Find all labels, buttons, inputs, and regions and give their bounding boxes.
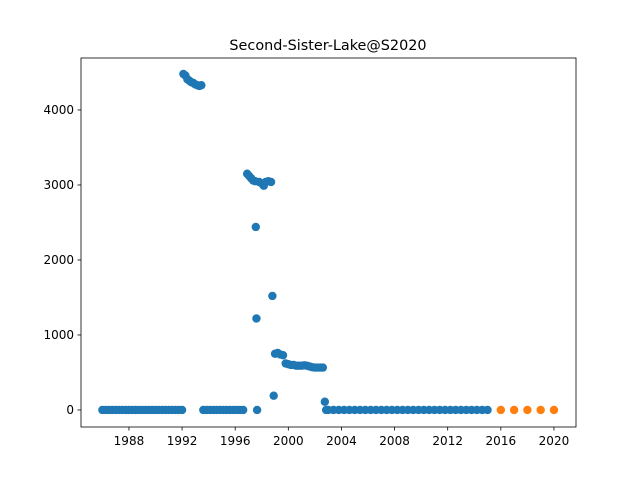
x-tick-label: 1988 bbox=[114, 434, 145, 448]
y-tick-label: 0 bbox=[66, 403, 74, 417]
point bbox=[483, 405, 492, 415]
x-tick-label: 2012 bbox=[432, 434, 463, 448]
point bbox=[536, 405, 545, 415]
point bbox=[549, 405, 559, 415]
y-tick-label: 2000 bbox=[43, 253, 74, 267]
point bbox=[238, 405, 248, 415]
x-tick-label: 2016 bbox=[486, 434, 517, 448]
chart-title: Second-Sister-Lake@S2020 bbox=[229, 38, 426, 54]
point bbox=[251, 222, 260, 232]
point bbox=[177, 405, 187, 415]
point bbox=[278, 351, 288, 360]
point bbox=[496, 405, 506, 415]
point bbox=[269, 391, 278, 400]
point bbox=[268, 291, 277, 301]
plot-frame bbox=[80, 57, 577, 428]
point bbox=[318, 363, 328, 372]
point bbox=[266, 177, 276, 187]
x-tick-label: 1996 bbox=[220, 434, 251, 448]
x-tick-label: 2020 bbox=[539, 434, 570, 448]
point bbox=[320, 397, 330, 406]
x-tick-label: 2008 bbox=[379, 434, 410, 448]
y-tick-label: 3000 bbox=[43, 178, 74, 192]
x-tick-label: 2004 bbox=[326, 434, 357, 448]
y-tick-label: 4000 bbox=[43, 103, 74, 117]
point bbox=[509, 405, 519, 415]
x-tick-label: 2000 bbox=[273, 434, 304, 448]
point bbox=[197, 81, 206, 90]
point bbox=[523, 405, 532, 415]
point bbox=[252, 405, 262, 415]
point bbox=[252, 314, 261, 323]
x-tick-label: 1992 bbox=[167, 434, 198, 448]
y-tick-label: 1000 bbox=[43, 328, 74, 342]
